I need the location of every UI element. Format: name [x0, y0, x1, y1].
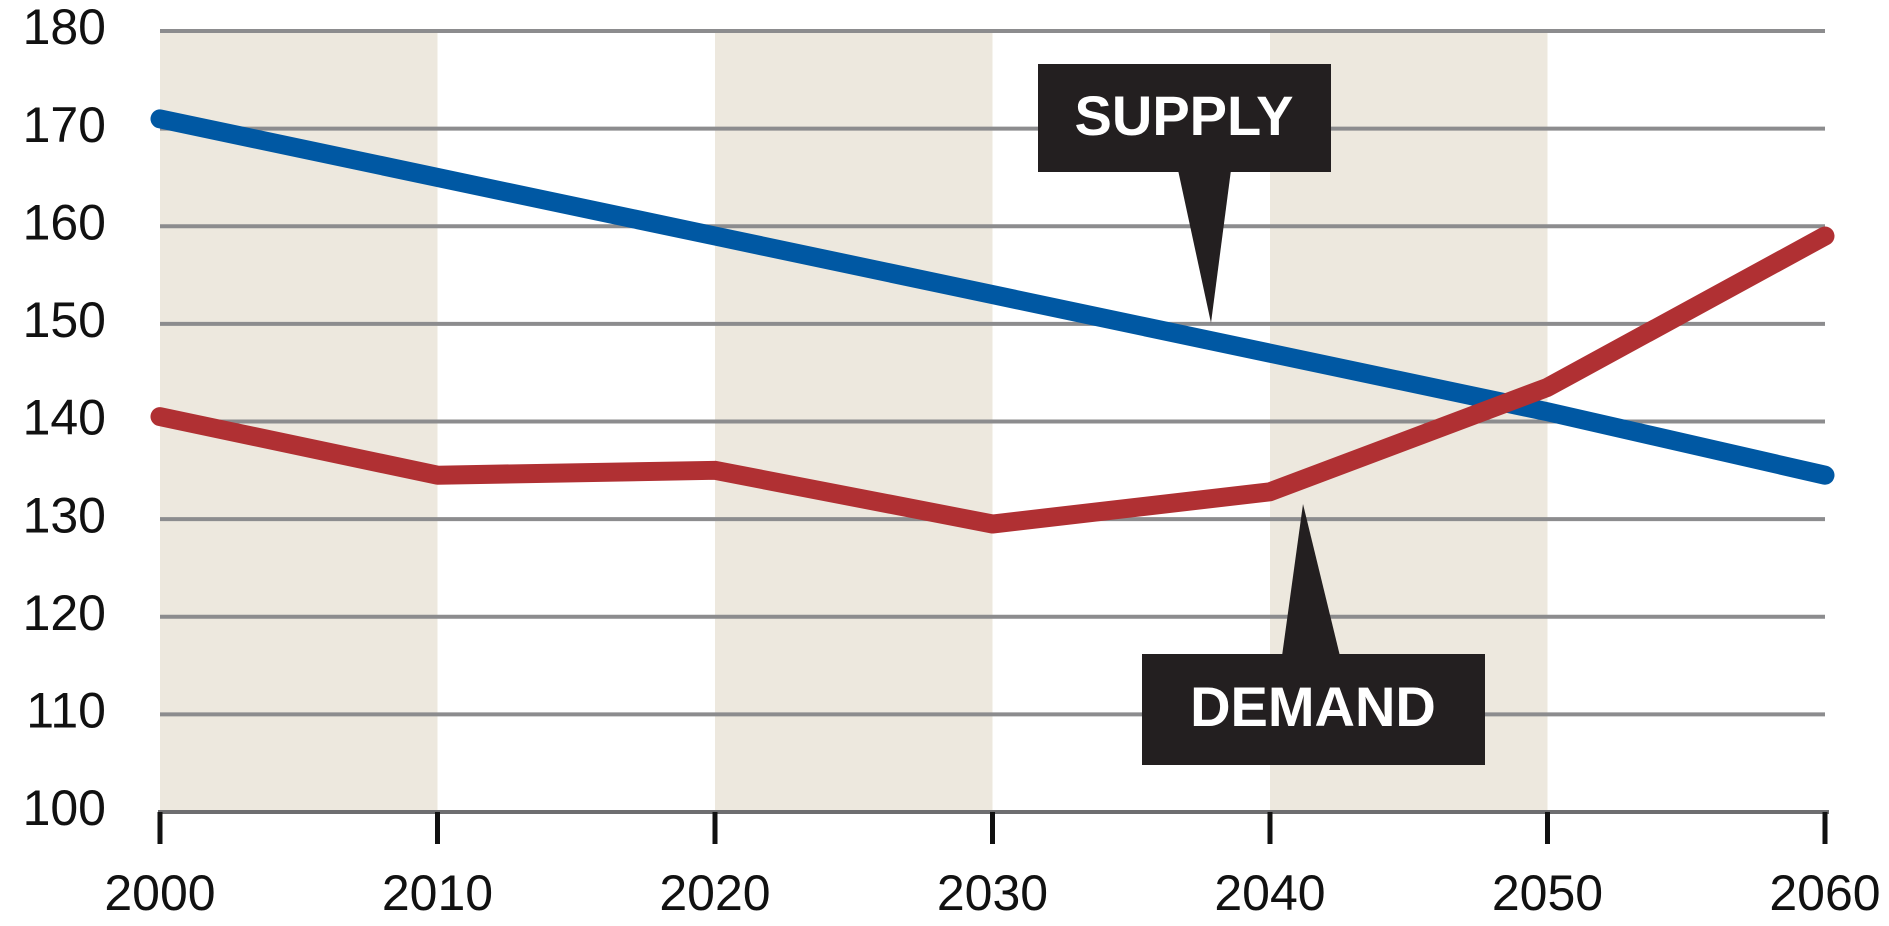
y-tick-label: 130 [23, 487, 106, 543]
line-series [150, 226, 1835, 534]
legend-entry: DEMAND [1142, 504, 1485, 765]
legend-label: SUPPLY [1075, 84, 1294, 147]
x-tick-label: 2050 [1492, 865, 1603, 921]
x-tick-label: 2030 [937, 865, 1048, 921]
x-tick-label: 2010 [382, 865, 493, 921]
callout-box [1038, 64, 1331, 172]
y-tick-label: 100 [23, 780, 106, 836]
y-tick-label: 120 [23, 585, 106, 641]
x-tick-label: 2020 [659, 865, 770, 921]
x-tick-label: 2040 [1214, 865, 1325, 921]
y-tick-label: 150 [23, 292, 106, 348]
y-tick-label: 160 [23, 194, 106, 250]
callout-pointer [1178, 170, 1231, 323]
callout-pointer [1282, 504, 1340, 656]
y-tick-label: 110 [26, 683, 106, 739]
callout-box [1142, 654, 1485, 765]
y-tick-label: 170 [23, 97, 106, 153]
y-tick-label: 140 [23, 390, 106, 446]
y-tick-label: 180 [23, 0, 106, 55]
legend-label: DEMAND [1190, 675, 1436, 738]
x-tick-label: 2060 [1769, 865, 1880, 921]
line-series [150, 109, 1835, 485]
legend-entry: SUPPLY [1038, 64, 1331, 323]
x-tick-label: 2000 [104, 865, 215, 921]
